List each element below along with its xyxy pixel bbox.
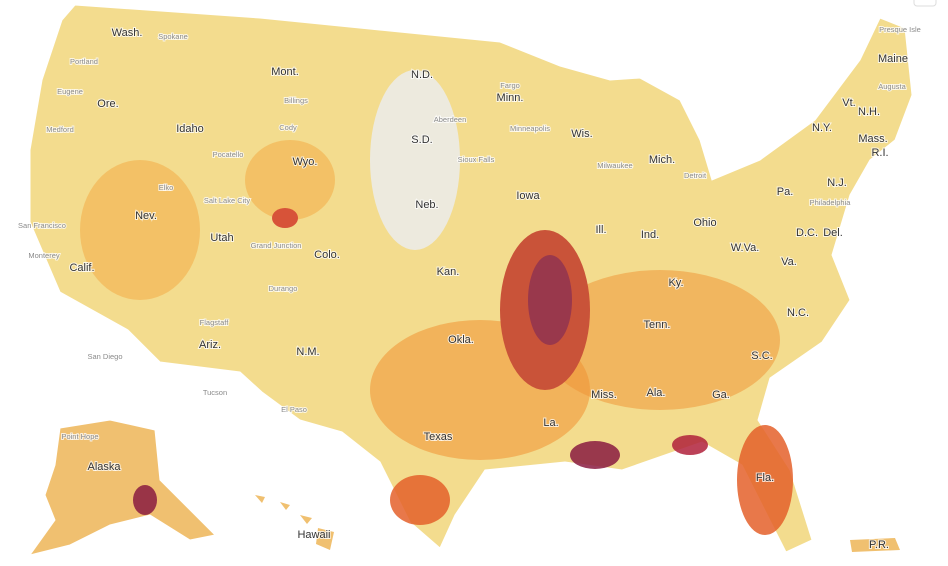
state-label: Vt. [842,97,855,109]
heat-area [80,160,200,300]
heat-area [737,425,793,535]
city-label: Monterey [28,251,60,260]
state-label: W.Va. [731,242,760,254]
state-label: Ore. [97,98,118,110]
state-label: N.M. [296,346,319,358]
state-label: Va. [781,256,797,268]
state-label: Kan. [437,266,460,278]
state-label: N.C. [787,307,809,319]
heat-area [570,441,620,469]
state-label: Pa. [777,186,794,198]
heat-area [370,70,460,250]
heat-area [540,270,780,410]
city-label: San Diego [87,352,122,361]
state-label: Ariz. [199,339,221,351]
city-label: Detroit [684,171,707,180]
city-label: Fargo [500,81,520,90]
state-label: Del. [823,227,843,239]
state-label: Wyo. [293,156,318,168]
state-label: Wis. [571,128,592,140]
state-label: Ill. [596,224,607,236]
city-label: Durango [269,284,298,293]
city-label: Salt Lake City [204,196,251,205]
state-label: Miss. [591,389,617,401]
state-label: Mich. [649,154,675,166]
state-label: Neb. [415,199,438,211]
city-label: Pocatello [213,150,244,159]
state-label: D.C. [796,227,818,239]
state-label: Ind. [641,229,659,241]
city-label: Eugene [57,87,83,96]
state-label: Calif. [69,262,94,274]
state-label: Okla. [448,334,474,346]
state-label: N.Y. [812,122,832,134]
state-label: Mont. [271,66,299,78]
city-label: Elko [159,183,174,192]
heat-area [390,475,450,525]
city-label: Augusta [878,82,906,91]
city-label: Tucson [203,388,227,397]
state-label: Wash. [112,27,143,39]
state-label: Ga. [712,389,730,401]
land [28,4,913,556]
state-label: N.D. [411,69,433,81]
corner-button[interactable] [913,0,937,7]
puerto-rico [850,538,900,552]
city-label: San Francisco [18,221,66,230]
city-label: Sioux Falls [458,155,495,164]
state-label: Ky. [668,277,683,289]
heat-area [133,485,157,515]
heat-area [245,140,335,220]
city-label: Minneapolis [510,124,550,133]
state-label: Colo. [314,249,340,261]
labels: Wash. Ore. Calif. Idaho Nev. Utah Ariz. Mont. Wy… [17,24,922,552]
state-label: N.J. [827,177,847,189]
state-label: Alaska [87,461,121,473]
state-label: Ala. [647,387,666,399]
hawaii [255,495,334,550]
state-label: Mass. [858,133,887,145]
state-label: Idaho [176,123,204,135]
city-label: El Paso [281,405,307,414]
city-label: Portland [70,57,98,66]
state-label: Minn. [497,92,524,104]
city-label: Presque Isle [879,25,921,34]
city-label: Medford [46,125,74,134]
state-label: Utah [210,232,233,244]
city-label: Milwaukee [597,161,632,170]
state-label: S.D. [411,134,432,146]
city-label: Aberdeen [434,115,467,124]
state-label: N.H. [858,106,880,118]
state-label: Nev. [135,210,157,222]
heat-areas [80,70,793,535]
city-label: Billings [284,96,308,105]
heat-area [272,208,298,228]
city-label: Philadelphia [810,198,852,207]
heat-area [528,255,572,345]
city-label: Flagstaff [200,318,230,327]
state-label: Hawaii [297,529,330,541]
state-label: Tenn. [644,319,671,331]
state-label: Texas [424,431,453,443]
city-label: Point Hope [61,432,98,441]
state-label: Iowa [516,190,540,202]
state-label: P.R. [869,539,889,551]
state-label: Maine [878,53,908,65]
city-label: Grand Junction [251,241,302,250]
city-label: Cody [279,123,297,132]
heat-area [672,435,708,455]
state-label: Ohio [693,217,716,229]
alaska [28,419,217,556]
state-label: La. [543,417,558,429]
state-label: R.I. [871,147,888,159]
state-label: Fla. [756,472,774,484]
city-label: Spokane [158,32,188,41]
state-label: S.C. [751,350,772,362]
